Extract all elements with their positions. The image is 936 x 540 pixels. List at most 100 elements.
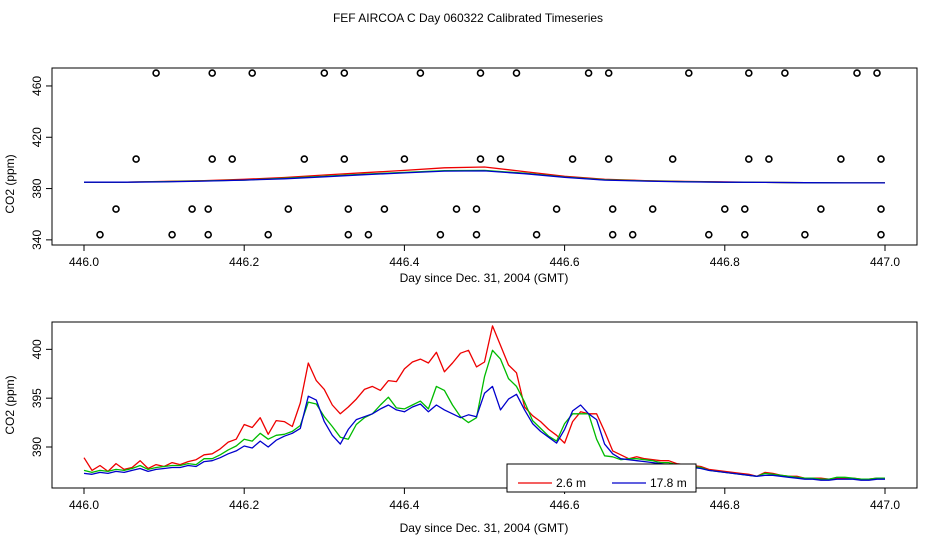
panel1-point [604,69,613,77]
panel1-x-tick-label: 446.2 [229,255,259,269]
panel1-y-label: CO2 (ppm) [3,154,17,213]
panel1-point [837,155,845,163]
panel2-y-tick-label: 390 [30,437,44,457]
panel2-x-ticks: 446.0 446.2 446.4 446.6 446.8 447.0 [69,488,900,512]
panel1-point [801,230,809,239]
legend-label-2-6m: 2.6 m [556,476,586,490]
panel1-point [877,155,885,163]
panel1-point [628,230,637,239]
panel2-series-17-8-m [83,385,885,481]
panel1-points [96,69,885,239]
panel1-point [188,205,196,213]
panel1-point [320,69,329,77]
panel1-point [744,69,753,77]
panel1-point [668,155,677,163]
panel1-point [344,230,353,239]
panel2-y-tick-label: 395 [30,388,44,408]
panel1-point [720,205,729,213]
panel1-point [604,155,613,163]
panel2-x-tick-label: 446.4 [389,498,419,512]
panel1-point [744,155,753,163]
panel2-series-2-6-m [83,325,885,480]
panel1-point [873,69,881,77]
panel1-point [740,230,749,239]
panel1-point [512,69,521,77]
panel1-y-tick-label: 340 [30,230,44,250]
panel1-point [112,205,120,213]
panel1-point [340,155,349,163]
panel1-x-label: Day since Dec. 31, 2004 (GMT) [400,271,569,285]
panel1-point [132,155,140,163]
panel1-point [284,205,293,213]
panel1-point [380,205,389,213]
panel1-point [300,155,309,163]
panel1-point [204,230,212,239]
panel1-point [853,69,861,77]
panel2-x-tick-label: 447.0 [870,498,900,512]
panel1-point [608,230,617,239]
panel1-point [344,205,353,213]
panel2-y-ticks: 390 395 400 [30,339,52,457]
panel1-point [877,205,885,213]
panel2-x-tick-label: 446.0 [69,498,99,512]
panel2-x-label: Day since Dec. 31, 2004 (GMT) [400,521,569,535]
panel2-x-tick-label: 446.8 [710,498,740,512]
panel2-x-tick-label: 446.2 [229,498,259,512]
panel1-point [496,155,505,163]
panel1-point [476,69,485,77]
panel1-point [532,230,541,239]
panel2-legend: 2.6 m 17.8 m [506,463,697,493]
panel1-y-tick-label: 380 [30,178,44,198]
panel1-point [400,155,409,163]
panel1-series-17-8-m [84,170,885,184]
panel1-y-tick-label: 460 [30,76,44,96]
panel1-point [204,205,212,213]
panel1-point [96,230,104,239]
panel2-series [83,325,885,481]
panel1-point [584,69,593,77]
panel1-point [877,230,885,239]
panel1-point [452,205,461,213]
panel1-series [84,166,885,184]
panel1-point [781,69,789,77]
panel1-y-ticks: 340 380 420 460 [30,76,52,250]
panel1-point [472,205,481,213]
panel1-point [340,69,349,77]
panel1-point [436,230,445,239]
panel1-point [476,155,485,163]
panel1-point [817,205,825,213]
panel1-point [208,155,216,163]
panel1-y-tick-label: 420 [30,127,44,147]
panel1-point [264,230,273,239]
panel1-point [684,69,693,77]
panel1-point [208,69,216,77]
panel2-y-label: CO2 (ppm) [3,375,17,434]
panel2-x-tick-label: 446.6 [550,498,580,512]
panel1-x-tick-label: 446.6 [550,255,580,269]
panel2-series-green [83,349,885,480]
panel1-point [704,230,713,239]
panel2-frame [51,321,918,489]
panel1-point [152,69,160,77]
legend-box [506,463,697,493]
panel1-x-tick-label: 446.8 [710,255,740,269]
panel1-x-tick-label: 446.4 [389,255,419,269]
panel1-point [608,205,617,213]
panel1-point [648,205,657,213]
panel1-frame [51,67,918,246]
panel2-y-tick-label: 400 [30,339,44,359]
panel1-point [228,155,236,163]
panel1-x-tick-label: 447.0 [870,255,900,269]
panel1-point [416,69,425,77]
panel1-x-tick-label: 446.0 [69,255,99,269]
panel1-point [364,230,373,239]
panel1-point [168,230,176,239]
panel1-point [248,69,256,77]
panel1-point [740,205,749,213]
panel1-x-ticks: 446.0 446.2 446.4 446.6 446.8 447.0 [69,245,900,269]
panel1-point [568,155,577,163]
panel1-point [552,205,561,213]
legend-label-17-8m: 17.8 m [650,476,687,490]
